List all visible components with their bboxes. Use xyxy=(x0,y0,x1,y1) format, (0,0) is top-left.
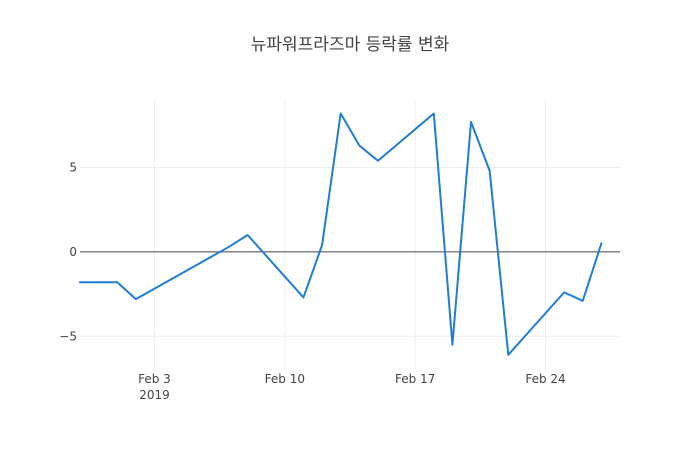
grid xyxy=(80,100,620,370)
y-tick-label: 5 xyxy=(69,161,77,175)
x-tick-label: Feb 10 xyxy=(265,372,305,386)
x-axis-ticks: Feb 3 2019 Feb 10 Feb 17 Feb 24 xyxy=(138,372,566,402)
y-tick-label: −5 xyxy=(59,329,77,343)
series-line xyxy=(79,112,603,356)
x-tick-label: Feb 24 xyxy=(525,372,565,386)
x-tick-label: Feb 3 xyxy=(138,372,171,386)
x-tick-year-label: 2019 xyxy=(139,388,170,402)
series-layer xyxy=(79,112,603,356)
y-axis-ticks: 5 0 −5 xyxy=(59,161,77,344)
chart-title: 뉴파워프라즈마 등락률 변화 xyxy=(251,35,450,55)
x-tick-label: Feb 17 xyxy=(395,372,435,386)
y-tick-label: 0 xyxy=(69,245,77,259)
